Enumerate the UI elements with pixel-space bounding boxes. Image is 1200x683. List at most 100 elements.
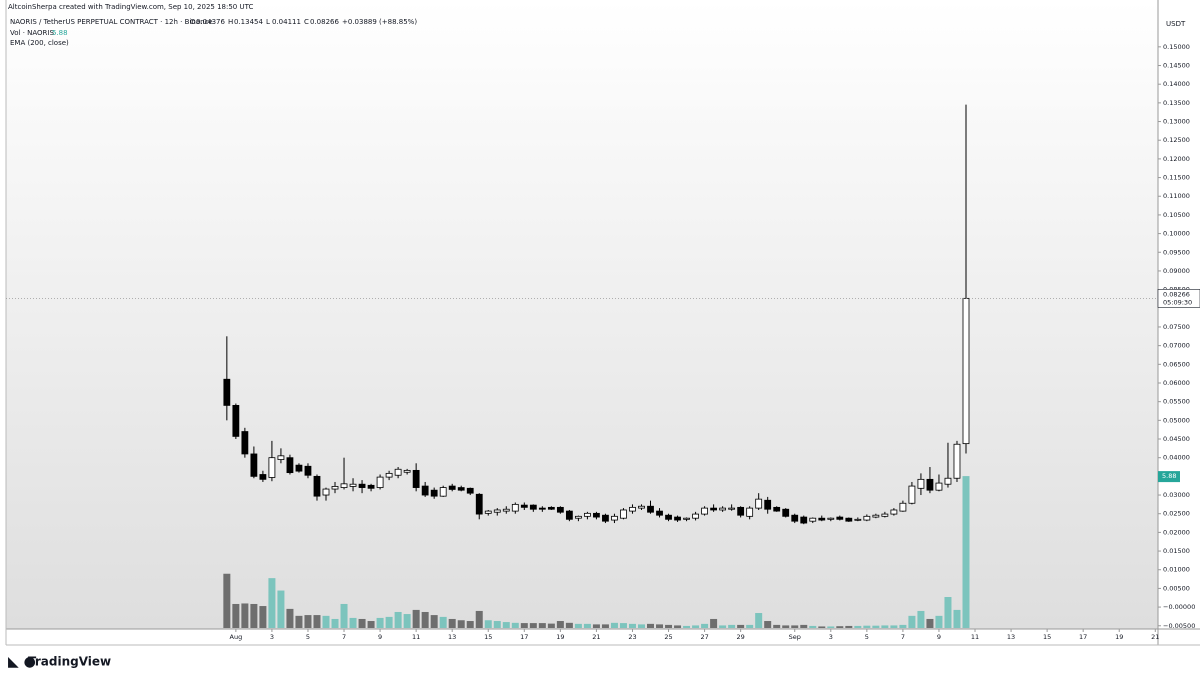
- candle-body: [268, 457, 276, 478]
- candle-body: [593, 512, 600, 518]
- x-tick-label: 19: [556, 633, 564, 641]
- x-tick-label: 11: [412, 633, 420, 641]
- candle-body: [755, 498, 763, 509]
- x-tick-label: 11: [971, 633, 979, 641]
- volume-bar: [899, 624, 907, 628]
- candle-body: [791, 514, 799, 522]
- volume-bar: [935, 615, 943, 628]
- candle-body: [881, 513, 889, 517]
- candle-body: [277, 455, 285, 460]
- candle-body: [665, 514, 672, 520]
- candle-body: [773, 506, 781, 512]
- y-tick-label: 0.04000: [1163, 454, 1190, 462]
- candle-body: [845, 517, 853, 522]
- volume-bar: [223, 573, 231, 628]
- candle-body: [295, 464, 303, 472]
- ohlc-key: L: [266, 18, 270, 26]
- candle-body: [520, 504, 528, 508]
- candle-body: [782, 508, 790, 517]
- candle-body: [394, 468, 402, 476]
- candle-body: [511, 503, 519, 512]
- x-tick-label: 7: [901, 633, 905, 641]
- candle-body: [502, 508, 510, 512]
- candle-body: [890, 509, 898, 515]
- volume-bar: [583, 623, 591, 628]
- volume-bar: [674, 625, 682, 628]
- volume-bar: [268, 578, 276, 628]
- candle-body: [457, 487, 465, 491]
- candle-body: [340, 483, 348, 488]
- candle-body: [286, 457, 294, 474]
- candle-body: [466, 487, 474, 494]
- candle-body: [367, 484, 375, 489]
- last-price-label: 0.08266: [1163, 290, 1190, 298]
- volume-bar: [403, 614, 411, 628]
- currency: USDT: [1166, 20, 1186, 28]
- candle-body: [529, 504, 537, 510]
- y-tick-label: 0.07500: [1163, 323, 1190, 331]
- volume-bar: [250, 603, 258, 628]
- y-tick-label: 0.09500: [1163, 248, 1190, 256]
- axes: 0.15000 0.14500 0.14000 0.13500 0.13000 0.125…: [230, 43, 1196, 641]
- volume-bar: [737, 624, 745, 628]
- candle-body: [430, 489, 438, 497]
- volume-tag-label: 5.88: [1162, 472, 1176, 480]
- candle-body: [746, 507, 754, 517]
- volume-bar: [944, 597, 952, 628]
- volume-bar: [385, 616, 393, 628]
- volume-bar: [845, 625, 853, 628]
- candle-body: [962, 297, 970, 445]
- candle-body: [547, 506, 555, 510]
- candle-body: [475, 493, 483, 515]
- y-tick-label: 0.02000: [1163, 528, 1190, 536]
- volume-bar: [349, 617, 357, 628]
- logo-mark: ◣ ●: [8, 654, 36, 670]
- candle-body: [241, 431, 249, 455]
- x-tick-label: 17: [1079, 633, 1087, 641]
- candle-body: [376, 476, 384, 488]
- volume-bar: [665, 624, 673, 628]
- volume-bar: [926, 618, 934, 628]
- x-tick-label: 21: [1151, 633, 1159, 641]
- volume-bar: [295, 615, 303, 628]
- candle-body: [728, 507, 736, 510]
- candle-body: [349, 483, 357, 487]
- candle-body: [493, 509, 501, 513]
- ohlc-value: 0.08266: [310, 18, 339, 26]
- candles: [223, 104, 970, 525]
- volume-bar: [836, 626, 844, 628]
- volume-bar: [692, 625, 700, 628]
- volume-bar: [475, 610, 483, 628]
- candle-body: [683, 517, 690, 520]
- candle-body: [953, 443, 961, 479]
- x-tick-label: 27: [700, 633, 708, 641]
- volume-bar: [619, 623, 627, 628]
- volume-bar: [764, 621, 772, 628]
- y-tick-label: −0.00500: [1163, 622, 1195, 630]
- y-tick-label: 0.01500: [1163, 547, 1190, 555]
- candle-body: [737, 506, 745, 516]
- candle-body: [620, 509, 627, 519]
- y-tick-label: 0.15000: [1163, 43, 1190, 51]
- volume-bar: [601, 624, 609, 628]
- candle-body: [710, 507, 718, 511]
- logo-text: TradingView: [28, 655, 111, 669]
- candle-body: [674, 516, 681, 521]
- x-tick-label: 15: [484, 633, 492, 641]
- volume-bar: [538, 623, 546, 628]
- x-tick-label: 25: [664, 633, 672, 641]
- candle-body: [322, 488, 330, 496]
- candle-body: [692, 513, 699, 519]
- volume-bar: [610, 622, 618, 628]
- volume-bar: [683, 625, 691, 628]
- ohlc-key: C: [304, 18, 309, 26]
- candle-body: [719, 507, 727, 511]
- candle-body: [629, 506, 636, 512]
- volume-bar: [863, 625, 871, 628]
- x-tick-label: 19: [1115, 633, 1123, 641]
- candle-body: [701, 507, 708, 515]
- volume-bar: [529, 623, 537, 628]
- candle-body: [232, 404, 240, 437]
- y-tick-label: 0.06000: [1163, 379, 1190, 387]
- candle-body: [385, 472, 393, 478]
